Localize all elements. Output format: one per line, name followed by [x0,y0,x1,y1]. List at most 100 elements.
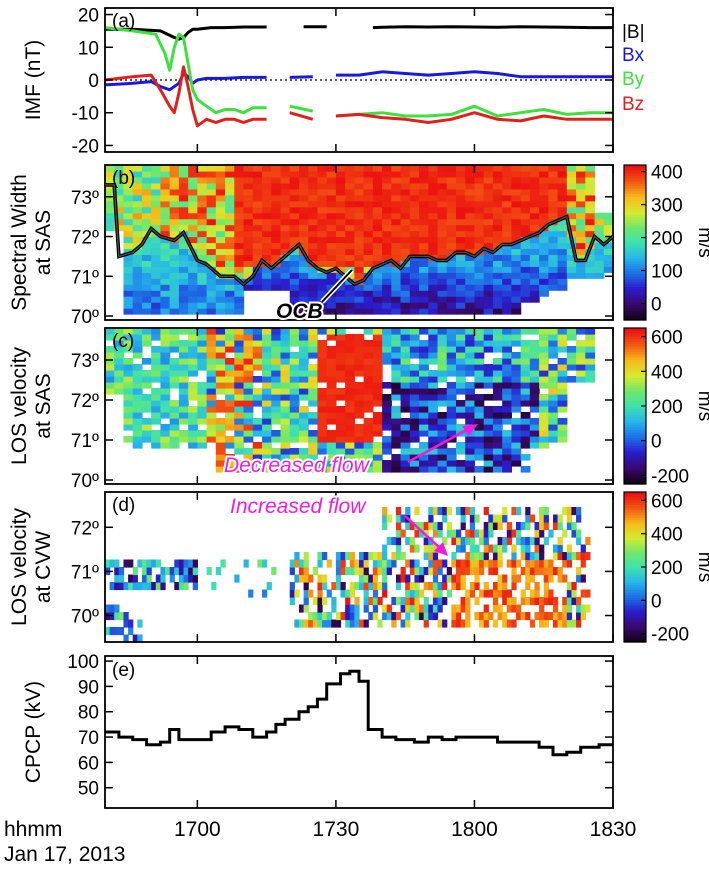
colorbar-segment [624,372,646,376]
heatmap-cell [576,218,586,226]
heatmap-cell [271,454,282,461]
colorbar-segment [624,393,646,397]
heatmap-cell [169,412,180,419]
heatmap-cell [566,552,573,561]
heatmap-cell [502,454,512,461]
heatmap-cell [391,212,402,220]
heatmap-cell [511,188,522,196]
heatmap-cell [557,364,568,371]
colorbar-segment [624,283,646,288]
heatmap-cell [169,188,180,196]
heatmap-cell [345,242,355,250]
heatmap-cell [192,574,198,583]
heatmap-cell [516,559,522,568]
heatmap-cell [428,400,439,407]
heatmap-cell [405,619,411,628]
heatmap-cell [114,346,125,353]
heatmap-cell [317,176,328,184]
heatmap-cell [317,302,328,309]
heatmap-cell [382,567,388,576]
heatmap-cell [123,388,134,395]
heatmap-cell [483,582,489,591]
heatmap-cell [132,248,143,256]
colorbar-segment [624,390,646,394]
heatmap-cell [423,582,429,591]
heatmap-cell [382,266,392,273]
heatmap-cell [280,278,291,285]
heatmap-cell [243,284,254,291]
y-tick-label: -20 [72,136,99,157]
heatmap-cell [215,340,226,347]
heatmap-cell [474,236,485,244]
heatmap-cell [479,619,485,628]
heatmap-cell [502,544,508,553]
heatmap-cell [206,567,212,576]
heatmap-cell [243,376,254,383]
heatmap-cell [225,254,235,261]
heatmap-cell [215,382,226,389]
heatmap-cell [354,406,365,413]
heatmap-cell [354,176,365,184]
heatmap-cell [335,272,346,279]
heatmap-cell [437,296,448,303]
heatmap-cell [123,619,129,628]
colorbar-segment [624,614,646,618]
heatmap-cell [206,176,217,184]
heatmap-cell [557,537,563,546]
heatmap-cell [340,567,346,576]
heatmap-cell [262,165,272,172]
heatmap-cell [335,266,346,273]
heatmap-cell [151,442,162,449]
heatmap-cell [502,182,512,190]
heatmap-cell [474,597,480,606]
heatmap-cell [576,370,586,377]
heatmap-cell [520,254,531,261]
heatmap-cell [465,466,476,473]
heatmap-cell [382,188,392,196]
heatmap-cell [566,188,577,196]
heatmap-cell [492,334,503,341]
heatmap-cell [326,284,337,291]
heatmap-cell [492,364,503,371]
colorbar-segment [624,589,646,593]
heatmap-cell [114,165,125,172]
heatmap-cell [335,424,346,431]
heatmap-cell [335,364,346,371]
heatmap-cell [419,284,429,291]
heatmap-cell [160,248,171,256]
heatmap-cell [474,224,485,232]
heatmap-cell [419,412,429,419]
heatmap-cell [234,424,245,431]
heatmap-cell [419,308,429,315]
heatmap-cell [188,272,198,279]
heatmap-cell [382,559,388,568]
colorbar-segment [624,604,646,608]
heatmap-cell [409,206,420,214]
colorbar-segment [624,252,646,257]
heatmap-cell [465,388,476,395]
heatmap-cell [391,346,402,353]
heatmap-cell [160,188,171,196]
heatmap-cell [382,460,392,467]
heatmap-cell [520,567,526,576]
heatmap-cell [465,418,476,425]
heatmap-cell [520,224,531,232]
heatmap-cell [160,218,171,226]
heatmap-cell [428,424,439,431]
colorbar-segment [624,557,646,561]
heatmap-cell [488,544,494,553]
heatmap-cell [437,290,448,297]
heatmap-cell [465,248,476,256]
heatmap-cell [280,352,291,359]
heatmap-cell [520,400,531,407]
heatmap-cell [566,589,573,598]
colorbar-segment [624,346,646,350]
heatmap-cell [428,382,439,389]
heatmap-cell [566,364,577,371]
heatmap-cell [188,260,198,267]
colorbar-tick-label: 300 [651,196,683,217]
heatmap-cell [359,559,365,568]
heatmap-cell [354,290,365,297]
heatmap-cell [497,589,503,598]
heatmap-cell [566,272,577,279]
